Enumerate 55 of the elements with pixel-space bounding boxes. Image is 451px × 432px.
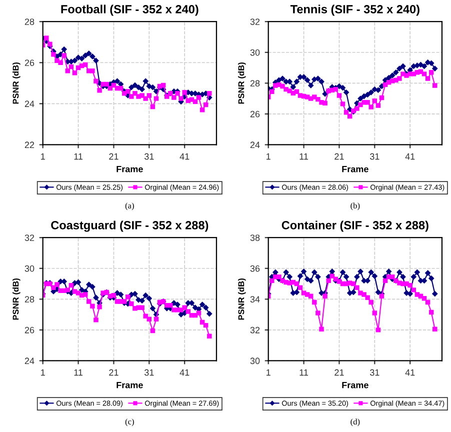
x-tick-label: 31 <box>144 153 154 160</box>
x-tick-label: 21 <box>334 153 344 160</box>
x-tick-label: 41 <box>405 369 415 376</box>
x-tick-label: 1 <box>41 153 45 160</box>
y-tick-label: 30 <box>250 358 260 364</box>
y-axis-title: PSNR (dB) <box>12 278 20 320</box>
x-axis-title: Frame <box>342 382 368 388</box>
x-tick-label: 31 <box>144 369 154 376</box>
y-tick-label: 28 <box>250 80 260 87</box>
x-tick-label: 11 <box>300 153 308 160</box>
y-tick-label: 30 <box>24 265 34 272</box>
chart-title: Tennis (SIF - 352 x 240) <box>290 4 420 16</box>
x-tick-label: 21 <box>334 369 344 376</box>
y-tick-label: 30 <box>250 49 260 56</box>
y-tick-label: 24 <box>250 142 260 148</box>
x-axis-title: Frame <box>116 166 143 172</box>
y-tick-label: 24 <box>24 358 34 364</box>
y-tick-label: 38 <box>250 234 260 241</box>
x-tick-label: 1 <box>266 369 270 376</box>
y-axis-title: PSNR (dB) <box>12 62 20 104</box>
x-tick-label: 41 <box>405 153 415 160</box>
y-tick-label: 26 <box>24 326 34 334</box>
y-tick-label: 26 <box>250 110 260 118</box>
text: (b) <box>350 202 360 210</box>
x-tick-label: 1 <box>41 369 45 376</box>
chart-title: Football (SIF - 352 x 240) <box>61 4 198 16</box>
y-tick-label: 26 <box>24 60 34 66</box>
x-tick-label: 11 <box>74 153 83 160</box>
y-tick-label: 34 <box>250 296 260 303</box>
x-tick-label: 1 <box>266 153 270 160</box>
chart-title: Coastguard (SIF - 352 x 288) <box>51 220 208 232</box>
y-tick-label: 32 <box>250 18 260 25</box>
y-tick-label: 28 <box>24 18 34 25</box>
y-tick-label: 36 <box>250 265 260 272</box>
y-tick-label: 32 <box>250 326 260 334</box>
y-tick-label: 28 <box>24 296 34 303</box>
x-tick-label: 11 <box>300 369 308 376</box>
y-axis-title: PSNR (dB) <box>238 278 246 320</box>
text: (c) <box>125 418 134 426</box>
y-axis-title: PSNR (dB) <box>238 62 246 104</box>
x-tick-label: 41 <box>180 153 190 160</box>
x-tick-label: 31 <box>370 153 380 160</box>
y-tick-label: 32 <box>24 234 34 241</box>
x-tick-label: 31 <box>370 369 380 376</box>
x-tick-label: 41 <box>180 369 190 376</box>
chart-title: Container (SIF - 352 x 288) <box>282 220 428 232</box>
x-tick-label: 21 <box>109 153 118 160</box>
text: (a) <box>125 202 134 210</box>
x-tick-label: 21 <box>109 369 118 376</box>
x-tick-label: 11 <box>74 369 83 376</box>
x-axis-title: Frame <box>342 166 368 172</box>
x-axis-title: Frame <box>116 382 143 388</box>
y-tick-label: 24 <box>24 100 34 107</box>
y-tick-label: 22 <box>24 142 34 148</box>
text: (d) <box>350 418 360 426</box>
